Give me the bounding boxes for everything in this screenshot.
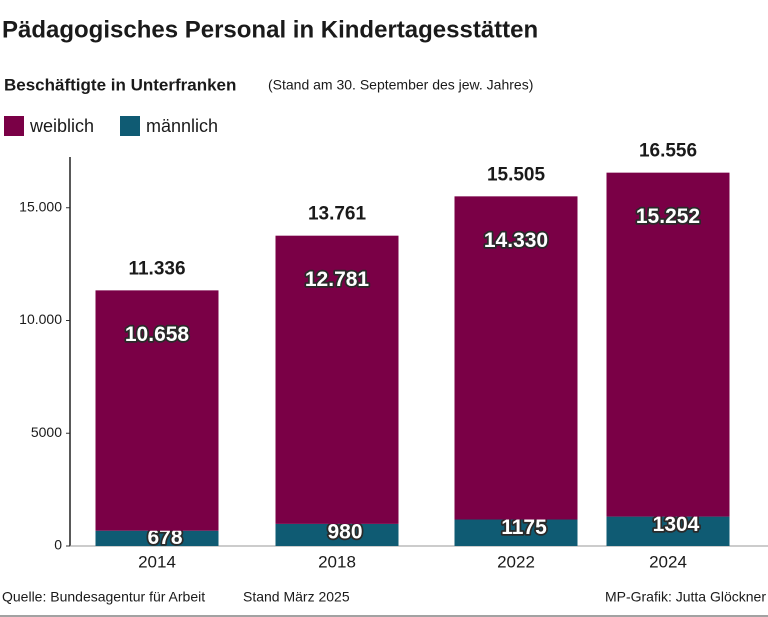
value-label: 14.330 bbox=[484, 229, 548, 252]
x-tick-label: 2024 bbox=[649, 552, 687, 571]
bar-segment bbox=[606, 172, 730, 517]
total-label: 16.556 bbox=[639, 141, 697, 162]
bar-segment bbox=[95, 290, 219, 531]
total-label: 11.336 bbox=[128, 258, 185, 279]
bar-segment bbox=[454, 519, 578, 546]
bar-segment bbox=[606, 516, 730, 546]
bar-segment bbox=[454, 196, 578, 520]
stand: Stand März 2025 bbox=[243, 589, 350, 605]
bar-segment bbox=[275, 523, 399, 546]
bar-segment bbox=[95, 530, 219, 546]
chart-title: Pädagogisches Personal in Kindertagesstä… bbox=[2, 16, 538, 43]
legend-swatch bbox=[120, 116, 140, 136]
y-tick-label: 0 bbox=[54, 537, 62, 553]
total-label: 13.761 bbox=[308, 204, 367, 225]
y-tick-label: 10.000 bbox=[19, 311, 62, 327]
value-label: 15.252 bbox=[636, 205, 700, 228]
x-tick-label: 2014 bbox=[138, 552, 176, 571]
y-tick-label: 5000 bbox=[31, 424, 62, 440]
y-tick-label: 15.000 bbox=[19, 198, 62, 214]
chart-subtitle: Beschäftigte in Unterfranken bbox=[4, 75, 236, 94]
x-tick-label: 2022 bbox=[497, 552, 535, 571]
legend-label: männlich bbox=[146, 116, 218, 136]
value-label: 12.781 bbox=[305, 268, 370, 291]
legend-swatch bbox=[4, 116, 24, 136]
credit: MP-Grafik: Jutta Glöckner bbox=[605, 589, 766, 605]
x-tick-label: 2018 bbox=[318, 552, 356, 571]
value-label: 10.658 bbox=[125, 323, 190, 346]
bar-segment bbox=[275, 235, 399, 524]
source: Quelle: Bundesagentur für Arbeit bbox=[2, 589, 205, 605]
total-label: 15.505 bbox=[487, 164, 546, 185]
legend-label: weiblich bbox=[29, 116, 94, 136]
chart-subtitle-note: (Stand am 30. September des jew. Jahres) bbox=[268, 77, 533, 93]
